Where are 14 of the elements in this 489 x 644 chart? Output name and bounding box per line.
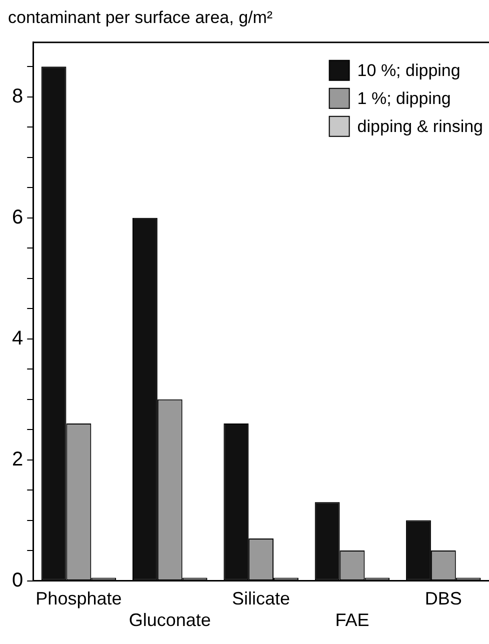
y-tick-label: 0: [12, 569, 24, 592]
y-tick-label: 8: [12, 85, 24, 108]
y-tick-label: 4: [12, 327, 24, 350]
x-tick-label: Phosphate: [36, 588, 122, 609]
legend-label: dipping & rinsing: [357, 117, 484, 136]
legend-label: 1 %; dipping: [357, 89, 451, 108]
x-tick-label: Silicate: [232, 588, 290, 609]
legend-label: 10 %; dipping: [357, 61, 460, 80]
y-tick-label: 6: [12, 206, 24, 228]
y-tick-label: 2: [12, 448, 24, 470]
x-tick-label: FAE: [335, 610, 370, 630]
x-tick-label: Gluconate: [128, 610, 211, 630]
x-tick-label: DBS: [424, 588, 462, 609]
y-axis-title: contaminant per surface area, g/m²: [8, 8, 273, 27]
